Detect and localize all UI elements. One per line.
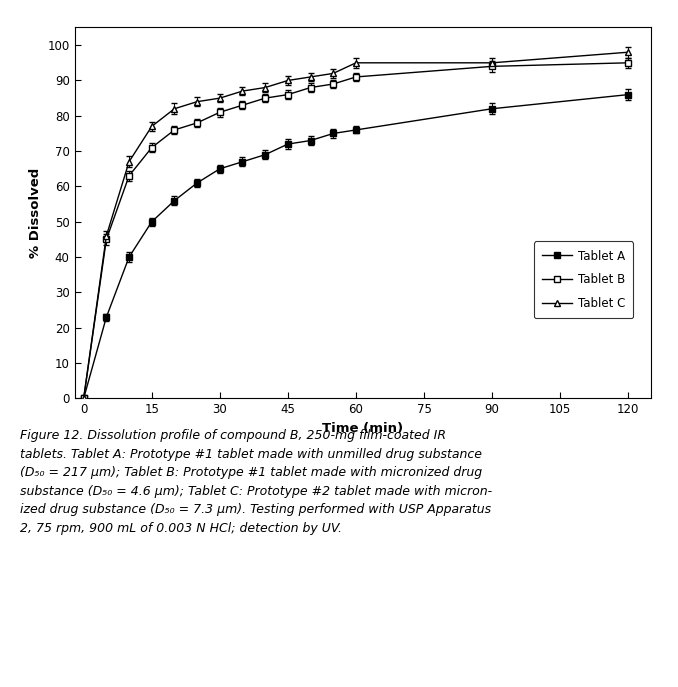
Y-axis label: % Dissolved: % Dissolved [29,168,42,258]
X-axis label: Time (min): Time (min) [322,422,403,435]
Legend: Tablet A, Tablet B, Tablet C: Tablet A, Tablet B, Tablet C [534,241,633,318]
Text: Figure 12. Dissolution profile of compound B, 250-mg film-coated IR
tablets. Tab: Figure 12. Dissolution profile of compou… [20,429,492,535]
